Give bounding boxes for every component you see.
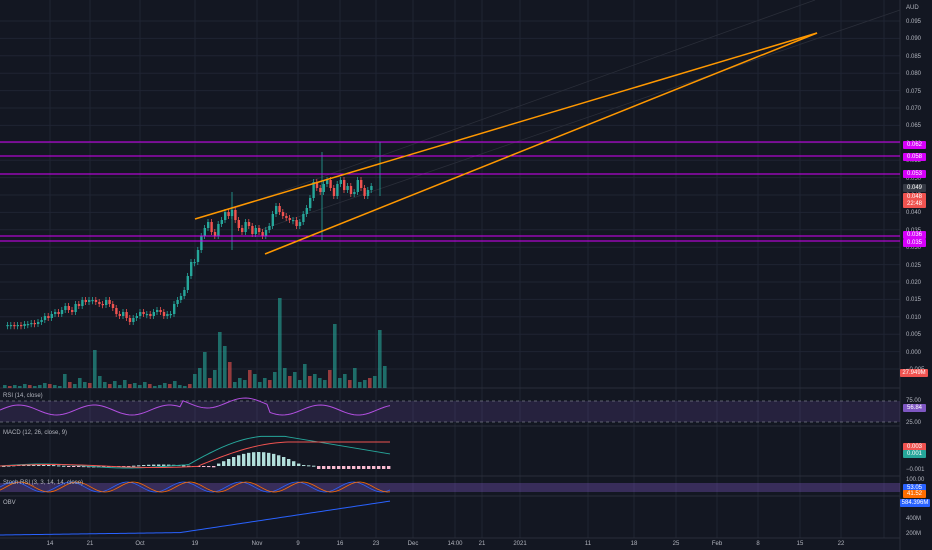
macd-title[interactable]: MACD (12, 26, close, 9) <box>3 430 68 436</box>
stoch-d-line <box>0 481 391 493</box>
time-axis-label: 22 <box>837 541 845 547</box>
time-axis-label: 18 <box>630 541 638 547</box>
time-axis-label: 19 <box>191 541 199 547</box>
lower-trendline <box>264 32 818 255</box>
price-tag: 0.053 <box>903 170 926 178</box>
rsi-title[interactable]: RSI (14, close) <box>3 393 43 399</box>
price-axis-label: 0.080 <box>906 71 922 78</box>
time-axis-label: Feb <box>711 541 723 547</box>
price-axis-label: 0.085 <box>906 53 922 60</box>
macd-signal-line <box>0 441 390 468</box>
rsi-axis-25: 25.00 <box>906 420 922 426</box>
price-axis-label: 0.035 <box>906 226 921 236</box>
time-axis-label: 16 <box>336 541 344 547</box>
price-axis-label: 0.040 <box>906 210 922 217</box>
obv-line <box>0 500 391 536</box>
stoch-tag-k: 53.05 <box>903 484 926 492</box>
price-candles <box>6 142 381 330</box>
time-axis-label: 14:00 <box>447 541 463 547</box>
rsi-axis-75: 75.00 <box>906 398 922 404</box>
obv-axis-400m: 400M <box>906 516 922 522</box>
stoch-axis-100: 100.00 <box>906 477 925 483</box>
time-axis-label: 14 <box>46 541 54 547</box>
grid-lines <box>0 0 900 538</box>
stoch-k-line <box>0 481 391 493</box>
price-axis-label: 0.050 <box>906 175 922 182</box>
macd-axis-neg: −0.001 <box>906 467 925 473</box>
obv-axis-200m: 200M <box>906 531 922 537</box>
price-axis-label: 0.005 <box>906 332 922 339</box>
time-axis-label: 15 <box>796 541 804 547</box>
price-axis-label: 0.025 <box>906 262 922 269</box>
volume-tag: 27.949M <box>900 369 928 377</box>
price-axis-label: 0.030 <box>906 245 922 252</box>
stoch-title[interactable]: Stoch RSI (3, 3, 14, 14, close) <box>3 480 84 486</box>
time-axis-label: Oct <box>135 541 145 547</box>
projection-lines <box>229 0 901 231</box>
price-axis-label: 0.000 <box>906 349 922 356</box>
time-axis-label: 11 <box>584 541 592 547</box>
price-tag: 0.035 <box>903 239 926 247</box>
price-tag: 0.058 <box>903 153 926 161</box>
time-axis-label: 9 <box>296 541 300 547</box>
time-axis-label: 8 <box>756 541 760 547</box>
price-tag: 0.049 <box>903 184 926 192</box>
price-axis-label: 0.065 <box>906 123 922 130</box>
time-axis-label: Dec <box>407 541 419 547</box>
wedge-trendlines <box>194 32 818 255</box>
macd-tag-1: 0.001 <box>903 450 926 458</box>
time-axis-label: Nov <box>251 541 263 547</box>
time-axis-label: 25 <box>672 541 680 547</box>
time-axis-label: 2021 <box>513 541 527 547</box>
time-axis-label: 23 <box>372 541 380 547</box>
price-axis-label: 0.070 <box>906 106 922 112</box>
stoch-tag-d: 41.52 <box>903 490 926 498</box>
currency-label: AUD <box>906 5 919 11</box>
rsi-line <box>0 397 391 416</box>
macd-tag-0: 0.003 <box>903 443 926 451</box>
stoch-band <box>0 483 900 492</box>
resistance-levels <box>0 141 900 242</box>
upper-trendline <box>194 32 818 220</box>
macd-histogram <box>2 452 391 469</box>
price-axis-label: 0.055 <box>906 158 922 165</box>
price-axis-label: 0.020 <box>906 280 922 286</box>
volume-bars <box>3 298 387 388</box>
rsi-band <box>0 401 900 422</box>
price-axis-label: 0.010 <box>906 314 922 321</box>
price-tag: 22:48 <box>903 200 926 208</box>
price-axis-label: 0.090 <box>906 36 922 43</box>
obv-tag: 584.396M <box>900 499 930 507</box>
price-axis-label: 0.095 <box>906 19 922 25</box>
price-tag: 0.048 <box>903 193 926 201</box>
price-tag: 0.036 <box>903 231 926 239</box>
price-tag: 0.062 <box>903 141 926 149</box>
price-axis-label: 0.015 <box>906 297 922 304</box>
time-axis-label: 21 <box>86 541 94 547</box>
price-axis-label: 0.075 <box>906 88 922 95</box>
obv-title[interactable]: OBV <box>3 500 16 506</box>
rsi-tag: 56.84 <box>903 404 926 412</box>
time-axis-label: 21 <box>478 541 486 547</box>
